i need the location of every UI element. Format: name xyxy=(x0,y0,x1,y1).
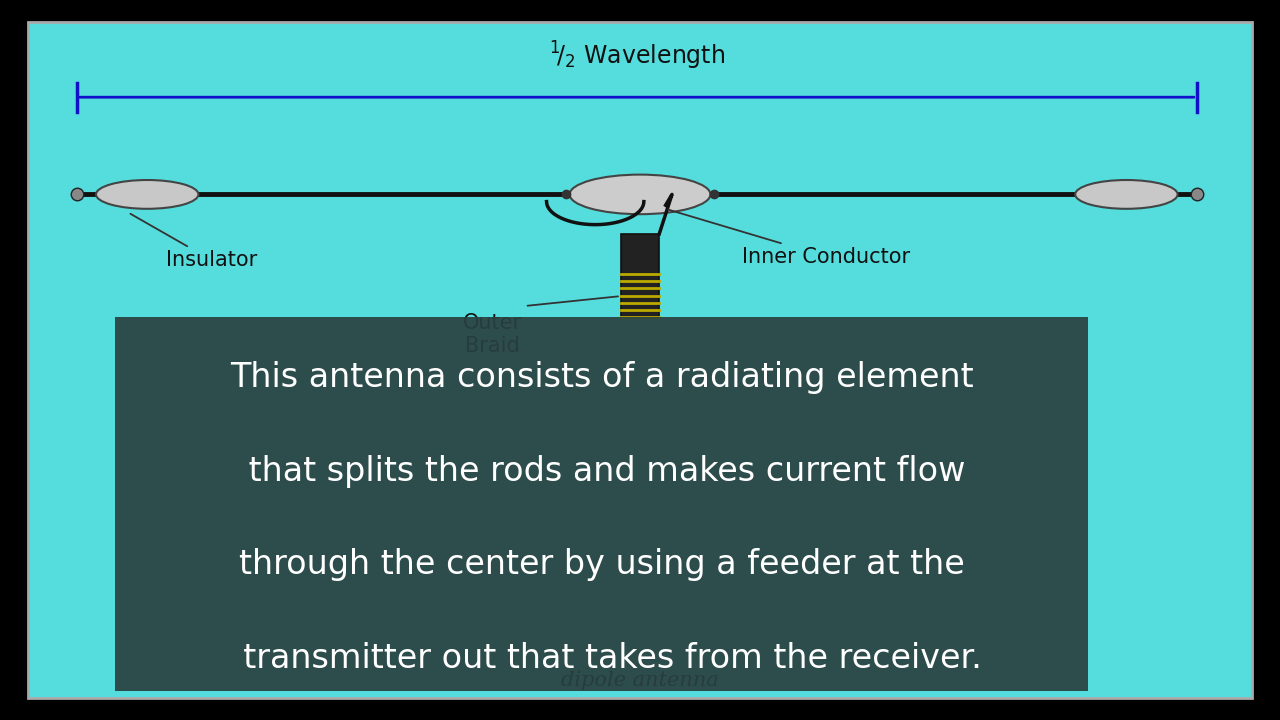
Text: Inner Conductor: Inner Conductor xyxy=(668,210,910,267)
Bar xyxy=(621,234,659,317)
Text: Insulator: Insulator xyxy=(131,214,257,271)
Ellipse shape xyxy=(96,180,198,209)
Text: This antenna consists of a radiating element: This antenna consists of a radiating ele… xyxy=(230,361,973,394)
Ellipse shape xyxy=(1075,180,1178,209)
Text: $^1\!/_2$ Wavelength: $^1\!/_2$ Wavelength xyxy=(549,40,724,72)
Text: through the center by using a feeder at the: through the center by using a feeder at … xyxy=(239,549,964,581)
Ellipse shape xyxy=(570,175,710,215)
Text: transmitter out that takes from the receiver.: transmitter out that takes from the rece… xyxy=(221,642,982,675)
Bar xyxy=(115,317,1088,691)
Text: Outer
Braid: Outer Braid xyxy=(463,313,522,356)
Text: dipole antenna: dipole antenna xyxy=(561,671,719,690)
Text: that splits the rods and makes current flow: that splits the rods and makes current f… xyxy=(238,455,965,487)
